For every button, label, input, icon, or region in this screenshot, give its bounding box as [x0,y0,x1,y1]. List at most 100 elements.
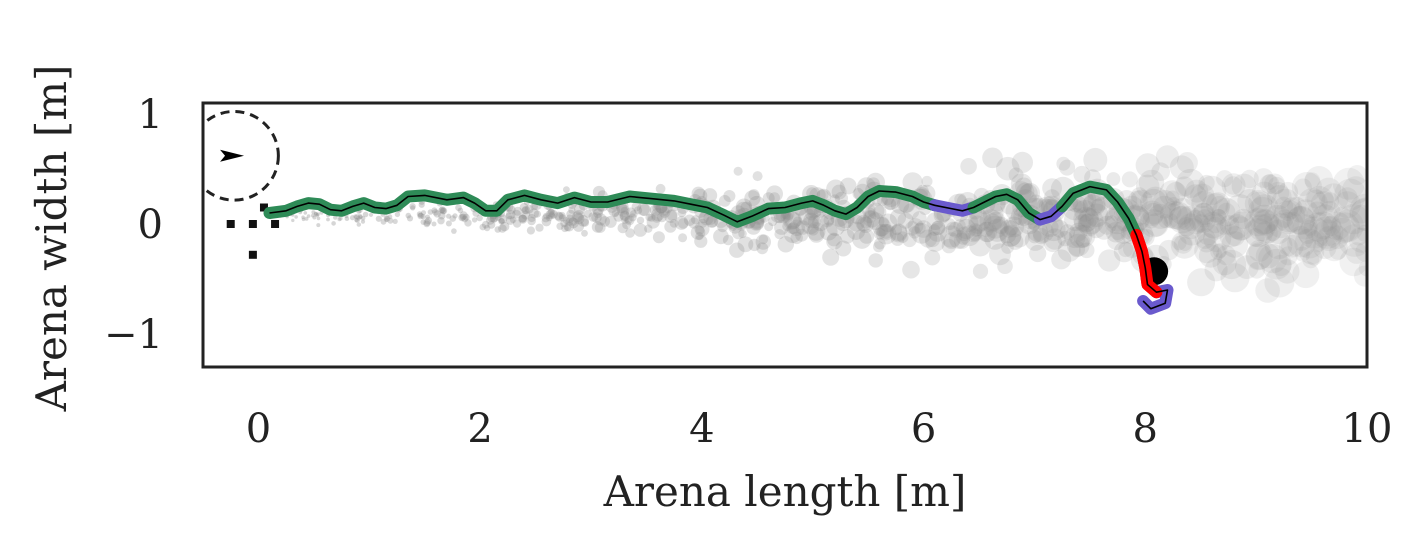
cloud-particle [717,221,728,233]
cloud-particle [314,212,319,217]
cloud-particle [1166,197,1181,211]
cloud-particle [1210,209,1227,226]
cloud-particle [1244,208,1273,237]
cloud-particle [617,204,630,217]
cloud-particle [392,218,398,224]
cloud-particle [806,222,826,241]
cloud-particle [312,215,317,220]
cloud-particle [433,210,441,218]
cloud-particle [1347,165,1367,185]
cloud-particle [1264,231,1293,260]
cloud-particle [1152,195,1176,219]
plot-background [203,103,1367,367]
cloud-particle [1033,227,1050,245]
cloud-particle [311,210,316,215]
cloud-particle [1211,197,1241,227]
cloud-particle [1281,197,1303,219]
cloud-particle [1234,255,1259,279]
cloud-particle [462,213,470,221]
cloud-particle [968,215,987,234]
cloud-particle [486,215,495,225]
cloud-particle [1152,190,1178,215]
cloud-particle [625,207,637,218]
cloud-particle [1306,189,1326,209]
cloud-particle [695,232,704,241]
cloud-particle [638,203,652,217]
cloud-particle [1169,198,1196,225]
cloud-particle [549,209,558,219]
cloud-particle [440,207,448,215]
cloud-particle [984,215,1008,239]
cloud-particle [1221,173,1246,198]
cloud-particle [1281,234,1304,258]
cloud-particle [732,226,745,240]
cloud-particle [588,212,599,222]
cloud-particle [1003,216,1025,238]
cloud-particle [758,234,769,245]
cloud-particle [506,205,516,215]
cloud-particle [649,204,662,216]
cloud-particle [1078,242,1095,259]
cloud-particle [688,217,700,229]
cloud-particle [1131,187,1148,204]
cloud-particle [1295,246,1311,262]
cloud-particle [1118,242,1134,258]
x-tick-label: 8 [1133,406,1158,452]
cloud-particle [1202,213,1229,240]
cloud-particle [548,212,556,220]
cloud-particle [1255,278,1280,303]
cloud-particle [826,179,845,199]
cloud-particle [1264,204,1291,232]
cloud-particle [722,234,734,246]
cloud-particle [1196,233,1217,253]
cloud-particle [1219,215,1240,235]
cloud-particle [1069,224,1093,249]
cloud-particle [1316,226,1342,252]
cloud-particle [798,208,816,226]
cloud-particle [999,225,1022,247]
cloud-particle [945,221,961,237]
cloud-particle [1155,145,1179,169]
cloud-particle [1206,216,1224,234]
cloud-particle [1140,188,1168,217]
cloud-particle [1032,221,1054,243]
cloud-particle [526,226,536,235]
cloud-particle [572,220,585,232]
cloud-particle [313,211,318,216]
cloud-particle [1135,153,1160,178]
cloud-particle [427,209,434,215]
cloud-particle [669,218,679,228]
cloud-particle [1165,181,1187,203]
cloud-particle [997,258,1013,275]
cloud-particle [518,214,528,224]
cloud-particle [1029,244,1047,263]
cloud-particle [1176,168,1206,198]
cloud-particle [1315,177,1342,204]
cloud-particle [1191,190,1218,217]
cloud-particle [563,186,570,194]
cloud-particle [1321,215,1342,236]
cloud-particle [1078,214,1097,232]
cloud-particle [1073,224,1096,248]
cloud-particle [1274,196,1294,216]
cloud-particle [360,219,366,224]
cloud-particle [1138,169,1165,196]
cloud-particle [1148,203,1174,229]
cloud-particle [1105,221,1127,243]
cloud-particle [737,236,754,253]
cloud-particle [1231,173,1257,199]
cloud-particle [554,212,565,222]
cloud-particle [878,216,889,228]
cloud-particle [621,216,629,225]
cloud-particle [1286,205,1316,235]
cloud-particle [1259,174,1280,195]
cloud-particle [624,215,633,224]
trajectory [263,180,1174,315]
cloud-particle [1187,268,1216,297]
cloud-particle [683,214,696,226]
cloud-particle [1057,230,1073,247]
cloud-particle [902,232,917,248]
cloud-particle [795,220,810,235]
cloud-particle [459,213,467,221]
